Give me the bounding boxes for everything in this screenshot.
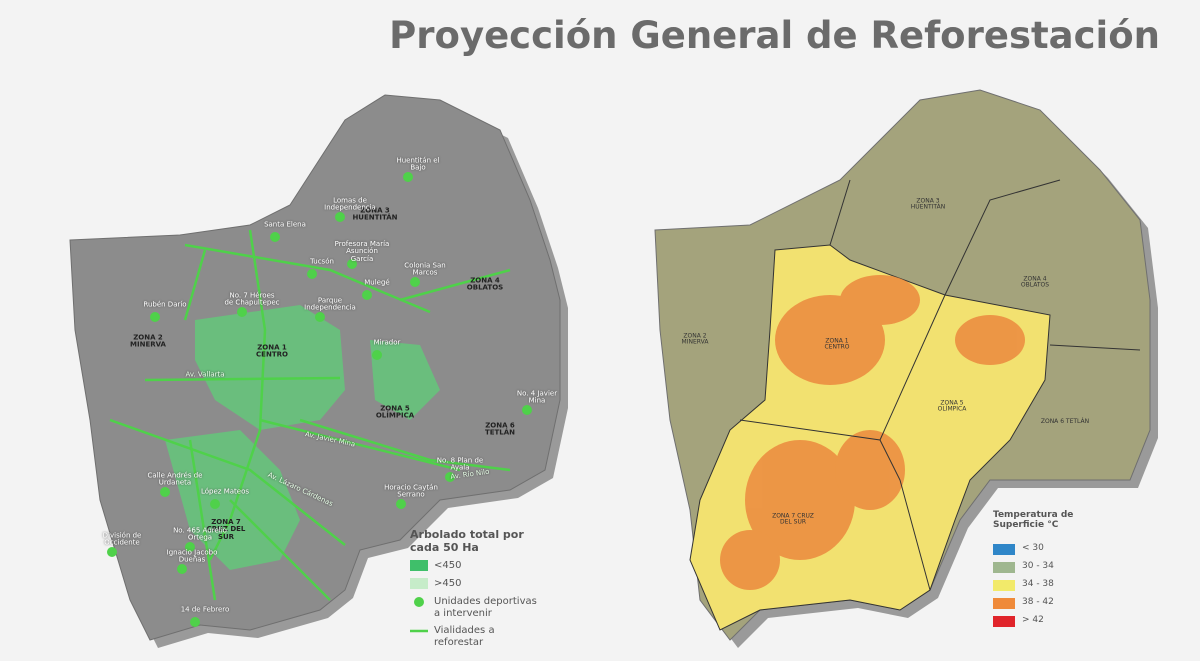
zone-label: ZONA 3 HUENTITÁN bbox=[910, 197, 946, 211]
place-label: Colonia San Marcos bbox=[404, 261, 446, 277]
place-label: Profesora María Asunción García bbox=[334, 239, 390, 263]
place-marker bbox=[396, 499, 406, 509]
place-label: 14 de Febrero bbox=[180, 605, 230, 614]
zone-label: ZONA 1 CENTRO bbox=[256, 343, 288, 359]
zone-label: ZONA 7 CRUZ DEL SUR bbox=[772, 512, 814, 526]
place-marker bbox=[372, 350, 382, 360]
zone-label: ZONA 6 TETLÁN bbox=[484, 421, 516, 437]
place-label: Mulegé bbox=[364, 278, 390, 287]
place-marker bbox=[307, 269, 317, 279]
legend-label: 30 - 34 bbox=[1022, 561, 1054, 571]
legend-swatch bbox=[993, 580, 1015, 591]
place-marker bbox=[410, 277, 420, 287]
zone-label: ZONA 1 CENTRO bbox=[824, 337, 850, 351]
zone-label: ZONA 6 TETLÁN bbox=[1040, 417, 1090, 425]
place-marker bbox=[185, 542, 195, 552]
zone-label: ZONA 3 HUENTITÁN bbox=[352, 206, 398, 222]
zone-label: ZONA 4 OBLATOS bbox=[466, 276, 504, 292]
place-marker bbox=[190, 617, 200, 627]
place-label: No. 8 Plan de Ayala bbox=[436, 456, 484, 472]
place-marker bbox=[347, 259, 357, 269]
legend-label: Unidades deportivas a intervenir bbox=[434, 596, 537, 619]
zone-label: ZONA 4 OBLATOS bbox=[1020, 275, 1050, 289]
right-map bbox=[654, 89, 1158, 648]
place-marker bbox=[445, 472, 455, 482]
place-marker bbox=[315, 312, 325, 322]
legend-label: < 30 bbox=[1022, 543, 1044, 553]
legend-swatch bbox=[993, 598, 1015, 609]
legend-label: >450 bbox=[434, 578, 462, 589]
title: Proyección General de Reforestación bbox=[389, 14, 1160, 57]
legend-swatch bbox=[410, 578, 428, 589]
place-label: Mirador bbox=[373, 338, 401, 347]
place-label: Calle Andrés de Urdaneta bbox=[147, 471, 203, 487]
legend-label: > 42 bbox=[1022, 615, 1044, 625]
place-label: Santa Elena bbox=[264, 220, 306, 229]
legend-label: <450 bbox=[434, 560, 462, 571]
place-label: División de Occidente bbox=[102, 531, 142, 547]
roads bbox=[109, 229, 511, 601]
place-label: Lomas de Independencia bbox=[324, 196, 376, 212]
legend-swatch bbox=[993, 544, 1015, 555]
place-marker bbox=[237, 307, 247, 317]
street-label: Av. Vallarta bbox=[185, 370, 225, 379]
place-marker bbox=[335, 212, 345, 222]
place-label: Ignacio Jacobo Dueñas bbox=[166, 548, 218, 564]
place-marker bbox=[160, 487, 170, 497]
place-label: No. 465 Aurelio Ortega bbox=[173, 526, 227, 542]
zone-label: ZONA 5 OLÍMPICA bbox=[937, 399, 967, 413]
legend-swatch bbox=[993, 562, 1015, 573]
zone-label: ZONA 7 CRUZ DEL SUR bbox=[206, 517, 246, 541]
place-label: No. 4 Javier Mina bbox=[516, 389, 558, 405]
legend-title: Arbolado total por cada 50 Ha bbox=[410, 528, 524, 554]
place-label: Rubén Darío bbox=[143, 300, 187, 309]
place-marker bbox=[403, 172, 413, 182]
legend-swatch bbox=[414, 597, 424, 607]
place-marker bbox=[177, 564, 187, 574]
place-label: Horacio Caytán Serrano bbox=[384, 483, 438, 499]
place-label: Parque Independencia bbox=[304, 296, 356, 312]
left-map bbox=[69, 94, 568, 648]
zone-label: ZONA 2 MINERVA bbox=[130, 333, 166, 349]
place-label: No. 7 Héroes de Chapultepec bbox=[224, 291, 280, 307]
place-label: Tucsón bbox=[310, 257, 334, 266]
place-marker bbox=[210, 499, 220, 509]
place-label: Huentitán el Bajo bbox=[396, 156, 440, 172]
legend-label: Vialidades a reforestar bbox=[434, 625, 495, 648]
place-marker bbox=[362, 290, 372, 300]
zone-label: ZONA 5 OLÍMPICA bbox=[375, 404, 415, 420]
place-label: López Mateos bbox=[200, 487, 250, 496]
legend-label: 34 - 38 bbox=[1022, 579, 1054, 589]
place-marker bbox=[522, 405, 532, 415]
place-marker bbox=[270, 232, 280, 242]
legend-swatch bbox=[993, 616, 1015, 627]
legend-label: 38 - 42 bbox=[1022, 597, 1054, 607]
place-marker bbox=[107, 547, 117, 557]
heat-patches bbox=[720, 275, 1025, 590]
legend-title: Temperatura de Superficie °C bbox=[993, 510, 1074, 530]
place-marker bbox=[150, 312, 160, 322]
zone-borders bbox=[739, 179, 1141, 591]
legend-swatch bbox=[410, 560, 428, 571]
zone-label: ZONA 2 MINERVA bbox=[681, 332, 709, 346]
